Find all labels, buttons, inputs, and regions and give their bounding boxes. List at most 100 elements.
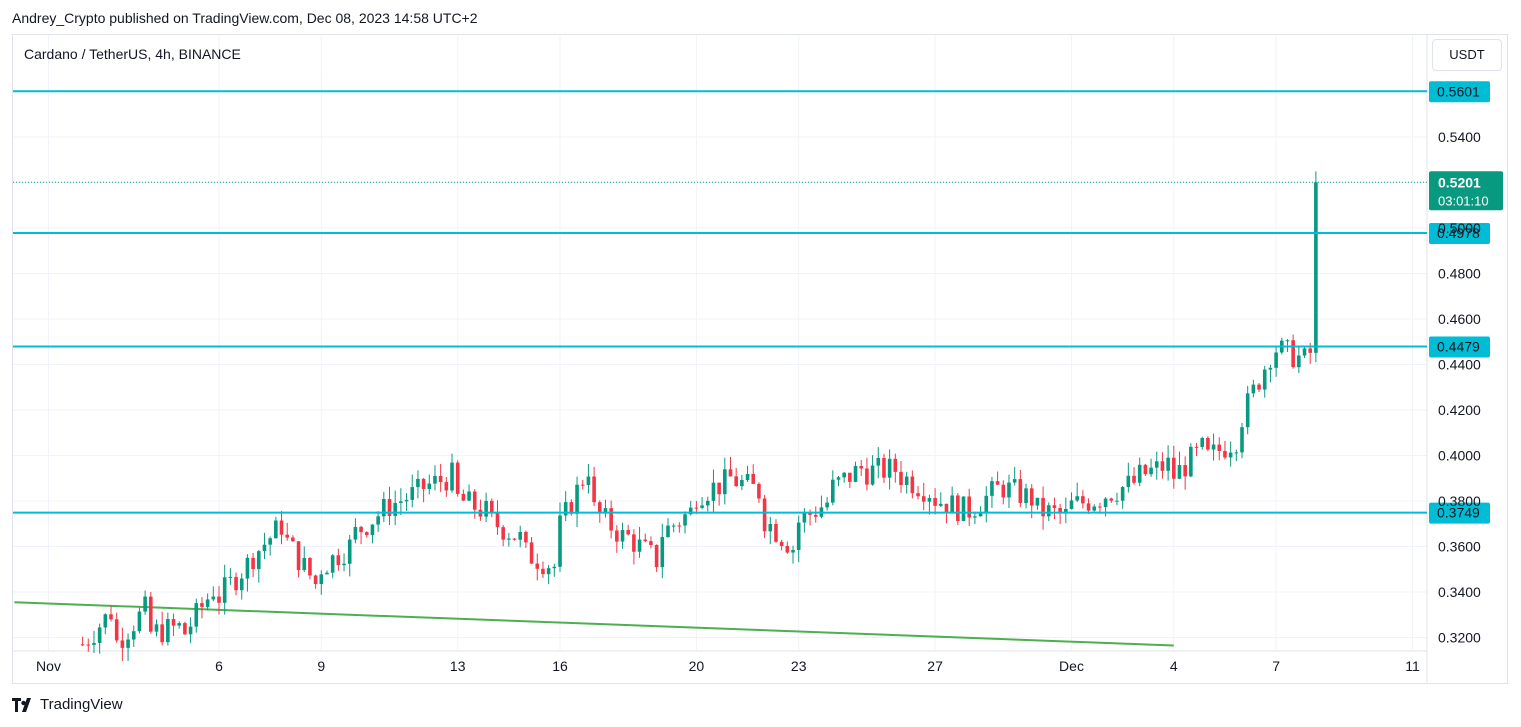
time-tick[interactable]: 9 xyxy=(317,658,325,674)
candle-body[interactable] xyxy=(740,479,744,487)
candle-body[interactable] xyxy=(1012,479,1017,483)
candle-body[interactable] xyxy=(291,537,295,542)
candle-body[interactable] xyxy=(552,566,557,569)
candle-body[interactable] xyxy=(705,500,710,506)
candle-body[interactable] xyxy=(1200,437,1205,447)
candle-body[interactable] xyxy=(859,466,864,469)
candle-body[interactable] xyxy=(541,568,545,575)
candle-body[interactable] xyxy=(836,477,841,480)
candle-body[interactable] xyxy=(177,623,182,626)
candle-body[interactable] xyxy=(745,473,750,480)
candle-body[interactable] xyxy=(228,576,233,578)
candle-body[interactable] xyxy=(393,502,397,516)
time-tick[interactable]: 23 xyxy=(791,658,807,674)
candle-body[interactable] xyxy=(1223,450,1227,458)
candle-body[interactable] xyxy=(490,500,494,513)
candle-body[interactable] xyxy=(251,557,255,570)
candle-body[interactable] xyxy=(336,555,341,566)
price-tick[interactable]: 0.3400 xyxy=(1438,584,1481,600)
candle-body[interactable] xyxy=(376,516,380,525)
time-tick[interactable]: 27 xyxy=(927,658,943,674)
candle-body[interactable] xyxy=(808,512,812,515)
candle-body[interactable] xyxy=(632,534,636,552)
candle-body[interactable] xyxy=(961,496,966,521)
candle-body[interactable] xyxy=(535,563,540,569)
candle-body[interactable] xyxy=(950,495,954,514)
candle-body[interactable] xyxy=(387,499,392,516)
candle-body[interactable] xyxy=(910,476,915,494)
price-tick[interactable]: 0.3200 xyxy=(1438,630,1481,646)
candle-body[interactable] xyxy=(1075,496,1079,501)
candle-body[interactable] xyxy=(1007,482,1011,498)
time-axis[interactable]: Nov 6 9 13 16 20 23 27 Dec 4 7 11 xyxy=(36,658,1420,674)
candle-body[interactable] xyxy=(1189,446,1193,477)
candle-body[interactable] xyxy=(1206,437,1210,450)
tradingview-brand[interactable]: TradingView xyxy=(12,696,123,713)
candle-body[interactable] xyxy=(86,644,91,646)
candle-body[interactable] xyxy=(97,627,102,643)
candle-body[interactable] xyxy=(586,476,591,486)
candle-body[interactable] xyxy=(1166,457,1170,471)
candle-body[interactable] xyxy=(160,624,164,643)
time-tick[interactable]: 7 xyxy=(1272,658,1280,674)
candle-body[interactable] xyxy=(779,541,784,546)
candle-body[interactable] xyxy=(438,475,443,483)
candle-body[interactable] xyxy=(1109,498,1114,501)
candle-body[interactable] xyxy=(1001,484,1006,498)
candle-body[interactable] xyxy=(1211,444,1216,450)
candle-body[interactable] xyxy=(256,551,261,570)
candle-body[interactable] xyxy=(353,526,358,540)
candle-body[interactable] xyxy=(1069,500,1074,509)
candle-body[interactable] xyxy=(268,538,272,545)
candle-body[interactable] xyxy=(302,557,307,571)
candle-body[interactable] xyxy=(166,619,170,643)
candle-body[interactable] xyxy=(967,496,971,518)
candle-body[interactable] xyxy=(512,538,517,540)
candle-body[interactable] xyxy=(399,501,403,503)
candle-body[interactable] xyxy=(1058,507,1062,513)
candle-body[interactable] xyxy=(319,574,324,584)
candle-body[interactable] xyxy=(495,512,500,528)
candle-body[interactable] xyxy=(938,503,943,506)
candle-body[interactable] xyxy=(796,522,801,551)
candle-body[interactable] xyxy=(529,542,534,564)
candle-body[interactable] xyxy=(92,642,96,645)
candle-body[interactable] xyxy=(1285,340,1290,342)
candle-body[interactable] xyxy=(848,472,852,482)
candle-body[interactable] xyxy=(217,596,221,603)
candle-body[interactable] xyxy=(103,614,108,628)
candle-body[interactable] xyxy=(597,502,602,514)
candle-body[interactable] xyxy=(461,493,466,501)
candle-body[interactable] xyxy=(109,614,113,620)
candle-body[interactable] xyxy=(245,557,250,579)
candle-body[interactable] xyxy=(1291,340,1295,368)
price-tick[interactable]: 0.5400 xyxy=(1438,129,1481,145)
candle-body[interactable] xyxy=(1064,508,1068,513)
candle-body[interactable] xyxy=(1149,467,1153,475)
candle-body[interactable] xyxy=(455,462,460,494)
candle-body[interactable] xyxy=(899,471,903,485)
candle-body[interactable] xyxy=(1172,457,1176,479)
time-tick[interactable]: 6 xyxy=(215,658,223,674)
candle-body[interactable] xyxy=(137,611,142,632)
candle-body[interactable] xyxy=(296,541,301,571)
candle-body[interactable] xyxy=(1228,452,1233,458)
candle-body[interactable] xyxy=(1183,465,1187,477)
candle-body[interactable] xyxy=(450,462,454,491)
candle-body[interactable] xyxy=(853,466,858,482)
candle-body[interactable] xyxy=(126,639,130,648)
candle-body[interactable] xyxy=(569,502,574,514)
candle-body[interactable] xyxy=(330,555,335,573)
candle-body[interactable] xyxy=(973,516,977,518)
candle-body[interactable] xyxy=(262,544,267,552)
candle-body[interactable] xyxy=(1029,488,1034,506)
candle-body[interactable] xyxy=(887,458,892,478)
candle-body[interactable] xyxy=(1120,487,1125,501)
candle-body[interactable] xyxy=(1086,503,1091,511)
candle-body[interactable] xyxy=(694,507,699,509)
candle-body[interactable] xyxy=(1103,498,1108,508)
candle-body[interactable] xyxy=(347,539,352,564)
candle-body[interactable] xyxy=(592,476,596,503)
candle-body[interactable] xyxy=(205,599,210,607)
candle-body[interactable] xyxy=(546,568,551,575)
